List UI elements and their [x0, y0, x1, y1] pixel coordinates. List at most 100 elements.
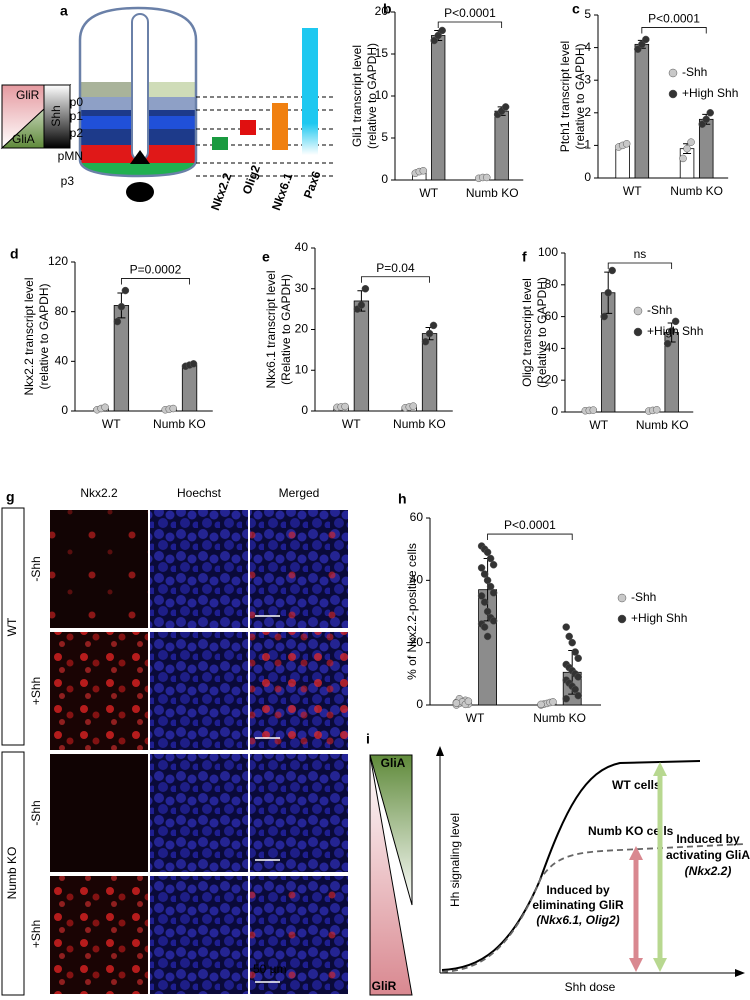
column-label: Hoechst	[177, 486, 222, 500]
significance-label: P=0.04	[376, 261, 415, 275]
panel-label: f	[522, 249, 527, 265]
micrograph	[150, 510, 248, 628]
annotation: (Nkx2.2)	[685, 864, 732, 878]
legend-label: +High Shh	[647, 324, 703, 338]
y-axis-label: (Relative to GAPDH)	[279, 274, 293, 385]
y-tick-label: 60	[410, 510, 424, 524]
scale-bar-label: 50 µm	[253, 962, 287, 976]
data-point	[425, 329, 434, 338]
curve-label: WT cells	[612, 778, 661, 792]
nkx22-domain	[212, 137, 228, 150]
y-tick-label: 0	[61, 403, 68, 417]
legend-marker	[668, 68, 678, 78]
x-tick-label: Numb KO	[533, 711, 586, 725]
micrograph	[50, 510, 148, 628]
glir-triangle	[369, 754, 413, 996]
data-point	[452, 699, 461, 707]
domain-label: p0	[70, 95, 84, 109]
legend-label: -Shh	[682, 65, 707, 79]
data-point	[489, 561, 498, 569]
x-tick-label: Numb KO	[670, 184, 723, 198]
y-axis-label: Hh signaling level	[448, 813, 462, 907]
data-point	[430, 36, 438, 45]
x-tick-label: Numb KO	[153, 417, 206, 431]
y-axis-label: Ptch1 transcript level	[558, 41, 572, 152]
data-point	[568, 638, 576, 647]
legend-label: +High Shh	[682, 86, 738, 100]
significance-label: P=0.0002	[130, 263, 182, 277]
data-point	[480, 623, 489, 631]
x-tick-label: WT	[102, 417, 121, 431]
data-point	[549, 698, 557, 706]
x-tick-label: Numb KO	[393, 417, 446, 431]
gene-label: Nkx2.2	[208, 171, 235, 212]
legend-marker	[633, 306, 643, 316]
y-tick-label: 1	[584, 138, 591, 152]
panel-label: h	[398, 491, 407, 507]
y-tick-label: 2	[584, 105, 591, 119]
y-tick-label: 5	[584, 7, 591, 21]
data-point	[571, 685, 579, 694]
bar	[634, 43, 650, 179]
olig2-domain	[240, 120, 256, 135]
glia-label: GliA	[381, 756, 406, 770]
y-tick-label: 80	[55, 304, 69, 318]
panel-label: i	[366, 731, 370, 747]
data-point	[501, 103, 510, 111]
panel-i: i GliA GliR Hh signaling level Shh dose …	[366, 731, 750, 996]
data-point	[653, 406, 661, 414]
micrograph	[50, 754, 148, 872]
row-label: -Shh	[29, 556, 43, 581]
y-tick-label: 20	[545, 372, 559, 386]
data-point	[121, 286, 130, 295]
y-tick-label: 20	[295, 322, 309, 336]
x-axis-label: Shh dose	[565, 980, 616, 994]
data-point	[429, 321, 438, 330]
x-tick-label: Numb KO	[466, 186, 519, 200]
group-label: Numb KO	[5, 847, 19, 900]
domain-label: pMN	[58, 149, 83, 163]
curve-label: Numb KO cells	[588, 824, 674, 838]
legend-marker	[668, 89, 678, 99]
group-label: WT	[5, 617, 19, 636]
data-point	[434, 31, 442, 40]
gene-label: Nkx6.1	[269, 171, 296, 212]
y-tick-label: 60	[545, 309, 559, 323]
data-point	[477, 564, 486, 572]
data-point	[608, 266, 616, 275]
x-tick-label: WT	[419, 186, 438, 200]
micrograph	[50, 632, 148, 750]
data-point	[486, 582, 495, 591]
y-tick-label: 4	[584, 40, 591, 54]
legend-label: -Shh	[647, 303, 672, 317]
x-tick-label: WT	[589, 418, 608, 432]
y-axis-label: (relative to GAPDH)	[365, 43, 379, 149]
data-point	[642, 35, 650, 44]
significance-bracket	[641, 27, 707, 34]
y-tick-label: 20	[410, 635, 424, 649]
data-point	[483, 607, 492, 616]
data-point	[565, 632, 573, 641]
data-point	[562, 623, 570, 631]
data-point	[483, 548, 492, 557]
significance-bracket	[607, 262, 673, 269]
data-point	[486, 554, 495, 563]
shh-label: Shh	[49, 105, 63, 126]
arrow-head	[629, 958, 643, 972]
data-point	[483, 576, 492, 585]
glir-label: GliR	[16, 88, 40, 102]
data-point	[357, 301, 366, 309]
panel-label: g	[6, 489, 15, 505]
data-point	[489, 617, 498, 625]
y-tick-label: 40	[295, 240, 309, 254]
significance-label: P<0.0001	[444, 6, 496, 20]
y-axis-label: Nkx6.1 transcript level	[264, 270, 278, 388]
x-tick-label: WT	[466, 711, 485, 725]
y-tick-label: 3	[584, 72, 591, 86]
y-axis-label: % of Nkx2.2-positive cells	[405, 543, 419, 680]
y-axis-label: Olig2 transcript level	[520, 278, 534, 387]
legend-marker	[617, 614, 627, 624]
overlay	[250, 876, 348, 994]
